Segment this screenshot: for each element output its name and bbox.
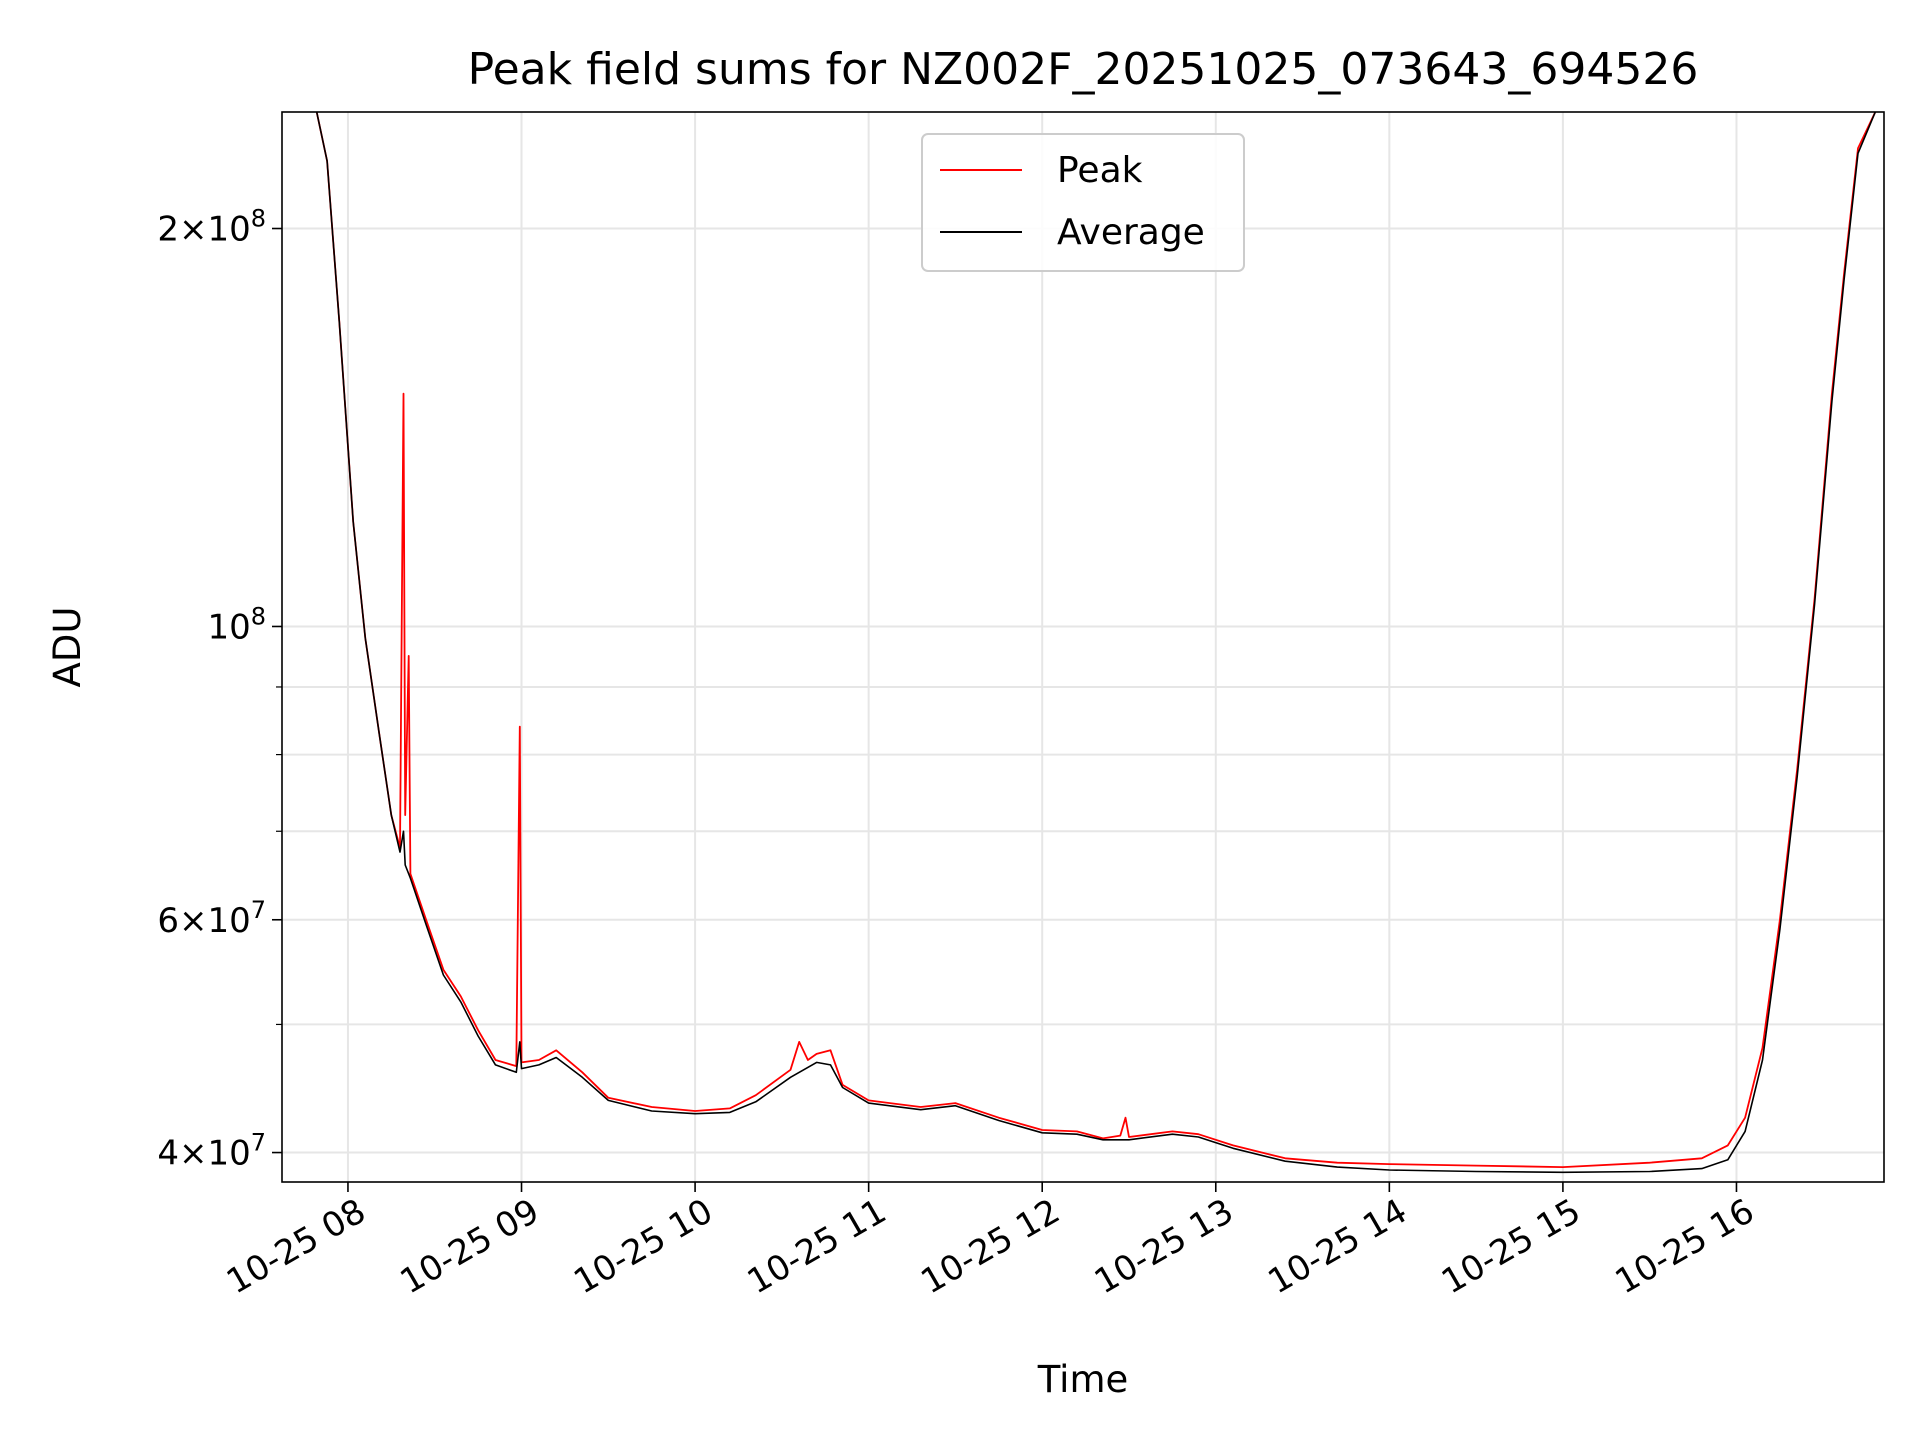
y-tick-label: 2×108: [157, 205, 266, 250]
series-line-peak: [315, 112, 1877, 1168]
series-layer: [315, 112, 1877, 1174]
y-axis-label: ADU: [46, 607, 89, 688]
plot-frame: [281, 111, 1885, 1183]
legend: Peak Average: [921, 133, 1245, 272]
y-tick-label: 4×107: [157, 1129, 266, 1174]
legend-box: [921, 133, 1245, 272]
chart-title: Peak field sums for NZ002F_20251025_0736…: [468, 44, 1699, 95]
y-tick-label: 6×107: [157, 896, 266, 941]
grid: [282, 112, 1884, 1182]
legend-label-average: Average: [1057, 212, 1205, 253]
y-tick-label: 108: [207, 602, 266, 647]
series-line-average: [315, 112, 1877, 1174]
x-axis-label: Time: [1037, 1358, 1129, 1401]
legend-label-peak: Peak: [1057, 150, 1143, 191]
